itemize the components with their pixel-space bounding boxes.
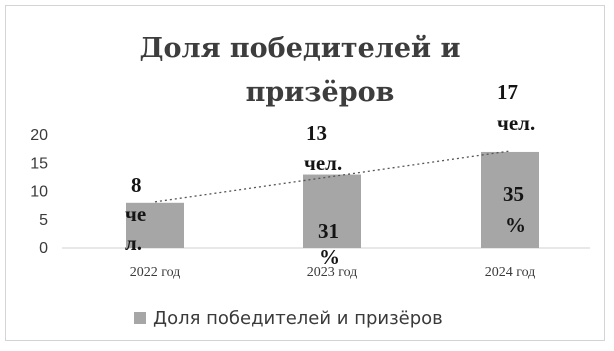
count-label: чел. <box>497 111 535 135</box>
x-tick-label: 2023 год <box>307 265 358 280</box>
bar <box>481 151 539 248</box>
legend-swatch <box>134 312 146 324</box>
count-label: чел. <box>304 151 342 175</box>
percent-label: % <box>505 213 526 237</box>
bar <box>303 174 361 248</box>
count-label: 17 <box>497 80 518 104</box>
count-label: 13 <box>306 121 327 145</box>
percent-label: % <box>319 245 340 269</box>
percent-label: 31 <box>318 219 339 243</box>
count-label: л. <box>125 231 142 255</box>
percent-label: 35 <box>503 182 524 206</box>
y-tick-label: 20 <box>30 127 48 144</box>
bar <box>126 202 184 248</box>
count-label: че <box>125 202 146 226</box>
count-label: 8 <box>131 173 142 197</box>
y-tick-label: 15 <box>30 155 48 172</box>
y-tick-label: 0 <box>39 240 48 257</box>
y-tick-label: 10 <box>30 184 48 201</box>
x-tick-label: 2022 год <box>130 265 181 280</box>
chart-title-line-2: призёров <box>246 77 395 108</box>
y-tick-label: 5 <box>39 212 48 229</box>
x-tick-label: 2024 год <box>485 265 536 280</box>
chart-title-line-1: Доля победителей и <box>140 33 461 64</box>
legend-label: Доля победителей и призёров <box>153 308 443 329</box>
